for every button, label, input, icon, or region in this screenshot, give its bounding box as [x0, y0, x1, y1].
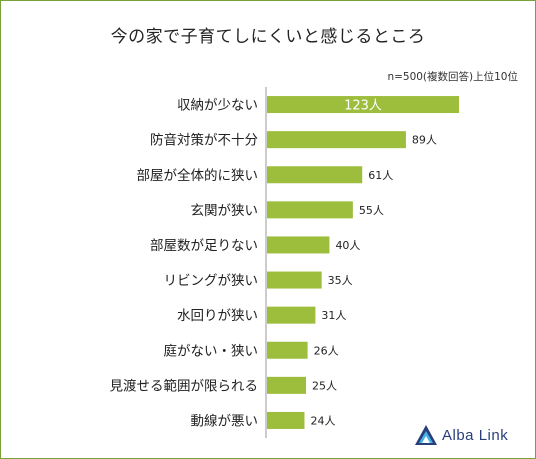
value-label: 26人 — [314, 344, 339, 357]
bar — [267, 201, 353, 219]
value-label: 24人 — [310, 414, 335, 427]
bar — [267, 411, 305, 429]
value-label: 40人 — [335, 239, 360, 252]
value-label: 61人 — [368, 169, 393, 182]
alba-link-logo: Alba Link — [414, 424, 508, 446]
alba-link-logo-text: Alba Link — [442, 426, 509, 444]
bar — [267, 306, 316, 324]
bar — [267, 271, 322, 289]
value-label: 55人 — [359, 204, 384, 217]
value-label: 89人 — [412, 134, 437, 147]
value-label: 31人 — [321, 309, 346, 322]
value-label: 35人 — [328, 274, 353, 287]
sample-note: n=500(複数回答)上位10位 — [387, 71, 518, 83]
bar — [267, 166, 363, 184]
category-label: 玄関が狭い — [191, 202, 259, 219]
alba-link-logo-mark — [415, 425, 437, 445]
value-label: 123人 — [344, 99, 382, 114]
category-label: リビングが狭い — [164, 273, 259, 289]
value-label: 25人 — [312, 379, 337, 392]
category-label: 防音対策が不十分 — [150, 132, 258, 149]
chart-title: 今の家で子育てしにくいと感じるところ — [110, 27, 426, 47]
category-label: 収納が少ない — [177, 98, 258, 114]
bar — [267, 96, 459, 114]
category-label: 部屋が全体的に狭い — [137, 167, 259, 184]
category-label: 見渡せる範囲が限られる — [110, 378, 259, 394]
category-label: 庭がない・狭い — [164, 342, 259, 359]
bar — [267, 131, 406, 149]
bar — [267, 341, 308, 359]
bar — [267, 236, 330, 254]
category-label: 水回りが狭い — [177, 308, 258, 324]
category-label: 部屋数が足りない — [150, 238, 258, 254]
bar — [267, 376, 307, 394]
category-label: 動線が悪い — [191, 413, 259, 429]
